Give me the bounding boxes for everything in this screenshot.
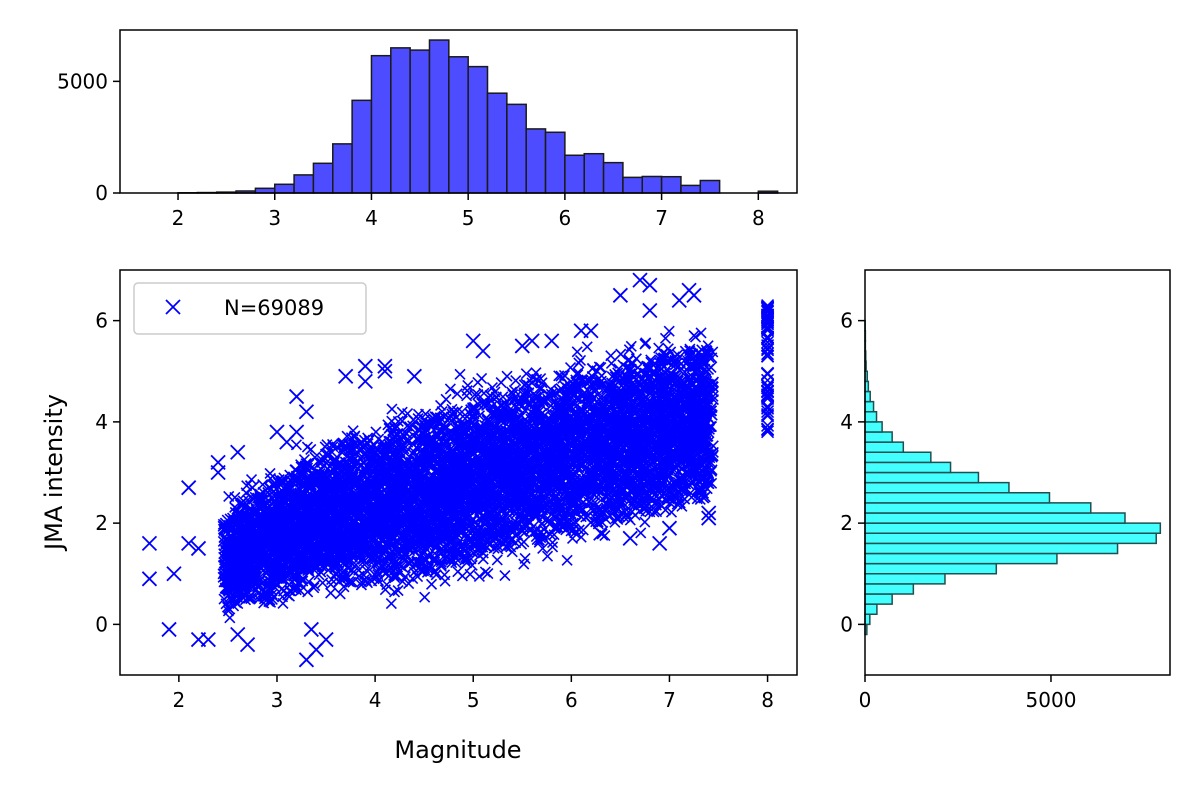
top-histogram-bar bbox=[506, 103, 527, 194]
top-histogram: 2 3 4 5 6 7 8 0 5000 bbox=[57, 29, 798, 230]
top-histogram-bar bbox=[312, 162, 334, 194]
scatter-point bbox=[623, 344, 635, 356]
top-histogram-bar bbox=[486, 92, 508, 194]
top-histogram-bar bbox=[370, 54, 392, 194]
scatter-point bbox=[472, 376, 484, 388]
top-histogram-bar bbox=[409, 49, 431, 194]
top-histogram-frame bbox=[119, 29, 798, 194]
top-histogram-bar bbox=[467, 65, 489, 194]
top-histogram-bar bbox=[699, 179, 721, 194]
top-histogram-bar bbox=[583, 152, 605, 194]
top-histogram-bar bbox=[602, 161, 624, 194]
top-histogram-bars bbox=[177, 39, 779, 194]
scatter-point bbox=[665, 506, 678, 518]
top-histogram-bar bbox=[622, 176, 644, 194]
scatter-point bbox=[451, 388, 463, 400]
top-x-tick-label: 8 bbox=[752, 206, 765, 230]
top-x-tick-label: 2 bbox=[172, 206, 185, 230]
top-histogram-bar bbox=[332, 143, 353, 194]
top-histogram-bar bbox=[641, 175, 663, 194]
top-histogram-ticks: 2 3 4 5 6 7 8 0 5000 bbox=[57, 69, 765, 230]
top-histogram-bar bbox=[351, 99, 373, 194]
top-y-tick-label: 5000 bbox=[57, 69, 108, 93]
scatter-point bbox=[444, 383, 456, 395]
top-x-tick-label: 6 bbox=[559, 206, 572, 230]
scatter-point bbox=[510, 374, 522, 387]
top-histogram-bar bbox=[448, 56, 469, 194]
top-histogram-bar bbox=[293, 174, 315, 194]
top-histogram-bar bbox=[428, 39, 450, 194]
top-x-tick-label: 5 bbox=[462, 206, 475, 230]
top-histogram-bar bbox=[660, 175, 682, 194]
scatter-point bbox=[430, 569, 442, 581]
scatter-point bbox=[639, 516, 651, 528]
scatter-point bbox=[520, 368, 532, 380]
scatter-point bbox=[635, 527, 647, 539]
top-y-tick-label: 0 bbox=[95, 181, 108, 205]
top-histogram-bar bbox=[273, 183, 295, 194]
top-x-tick-label: 7 bbox=[655, 206, 668, 230]
scatter-point bbox=[482, 567, 494, 580]
top-histogram-bar bbox=[525, 128, 547, 194]
scatter-points bbox=[141, 272, 775, 668]
top-x-tick-label: 3 bbox=[268, 206, 281, 230]
scatter-point bbox=[334, 588, 346, 600]
top-histogram-bar bbox=[544, 131, 566, 194]
top-x-tick-label: 4 bbox=[365, 206, 378, 230]
top-histogram-bar bbox=[564, 154, 585, 194]
scatter-point bbox=[695, 327, 707, 339]
top-histogram-bar bbox=[680, 184, 702, 194]
top-histogram-bar bbox=[390, 47, 411, 194]
